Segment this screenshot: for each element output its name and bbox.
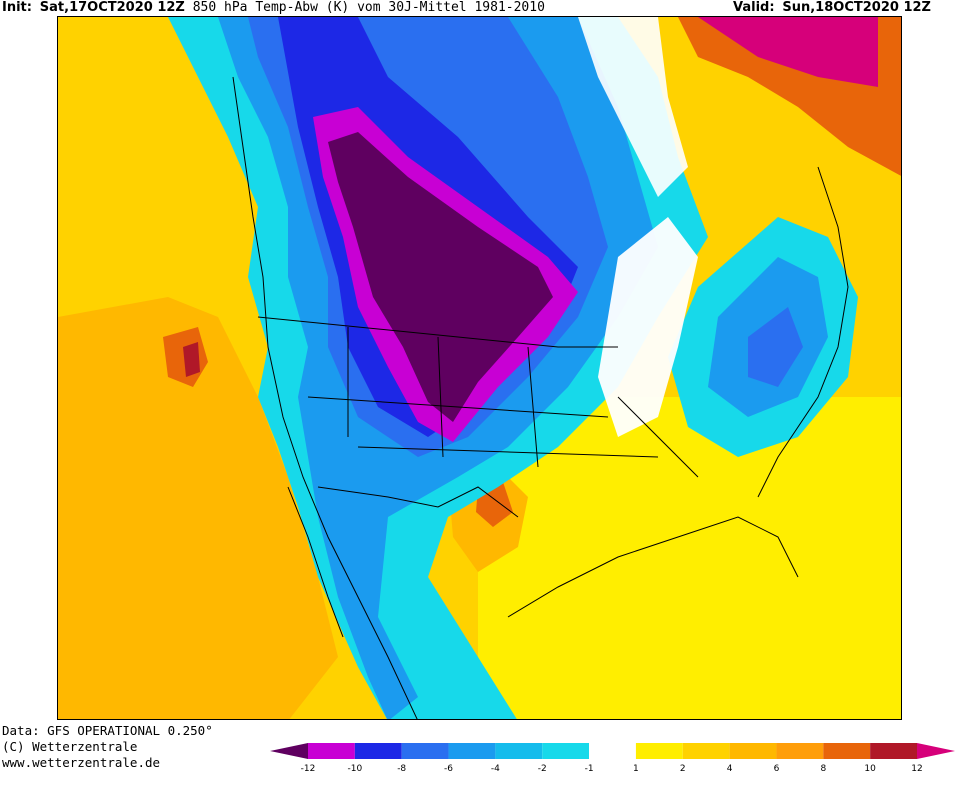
- scale-segment: [495, 743, 543, 759]
- boundary-lines: [232, 76, 849, 719]
- valid-timestamp: Valid: Sun,18OCT2020 12Z: [733, 0, 931, 16]
- scale-tick-label: -1: [585, 764, 594, 774]
- scale-tick-label: 6: [774, 764, 780, 774]
- scale-tick-label: 12: [911, 764, 922, 774]
- valid-value: Sun,18OCT2020 12Z: [782, 0, 931, 15]
- east-cold-core: [748, 307, 803, 387]
- northeast-core: [698, 17, 878, 87]
- scale-segment: [823, 743, 871, 759]
- us-canada-border: [257, 316, 618, 348]
- scale-tick-label: -8: [397, 764, 406, 774]
- neutral-band-north: [578, 17, 688, 197]
- init-timestamp: Init: Sat,17OCT2020 12Z 850 hPa Temp-Abw…: [2, 0, 545, 16]
- east-coastline: [757, 166, 849, 498]
- gulf-coastline: [507, 516, 799, 618]
- color-scale-legend: -12 -10 -8 -6 -4 -2 -1 1 2 4 6 8 10 12: [270, 743, 955, 774]
- scale-segment: [308, 743, 355, 759]
- state-line-5: [357, 446, 659, 458]
- map-canvas: [58, 17, 901, 719]
- scale-tick-label: -2: [538, 764, 547, 774]
- west-coastline: [232, 76, 418, 719]
- scale-segment: [448, 743, 496, 759]
- scale-segment-low-end: [270, 743, 308, 759]
- state-line-6: [617, 396, 699, 478]
- scale-tick-label: -12: [301, 764, 316, 774]
- scale-segment: [401, 743, 449, 759]
- copyright-text: (C) Wetterzentrale: [2, 739, 138, 754]
- scale-segment: [729, 743, 777, 759]
- scale-segment: [870, 743, 917, 759]
- baja-coastline: [287, 486, 344, 638]
- scale-segment: [542, 743, 590, 759]
- scale-tick-label: 8: [820, 764, 826, 774]
- scale-segment: [589, 743, 636, 759]
- scale-tick-label: 2: [680, 764, 686, 774]
- pacific-orange: [58, 297, 338, 719]
- scale-segment: [635, 743, 683, 759]
- scale-tick-label: 1: [633, 764, 639, 774]
- scale-segment: [682, 743, 730, 759]
- init-label: Init:: [2, 0, 32, 15]
- scale-tick-label: 4: [727, 764, 733, 774]
- state-line-2: [437, 336, 444, 458]
- scale-tick-label: 10: [864, 764, 876, 774]
- neutral-band-east: [598, 217, 698, 437]
- state-line-4: [307, 396, 609, 418]
- scale-segment-high-end: [917, 743, 955, 759]
- scale-tick-label: -4: [491, 764, 500, 774]
- website-link[interactable]: www.wetterzentrale.de: [2, 755, 161, 770]
- valid-label: Valid:: [733, 0, 775, 15]
- init-value: Sat,17OCT2020 12Z: [39, 0, 185, 15]
- state-line-3: [527, 346, 539, 468]
- scale-tick-label: -6: [444, 764, 453, 774]
- scale-tick-label: -10: [347, 764, 362, 774]
- us-mexico-border: [317, 486, 519, 518]
- purple-core: [328, 132, 553, 422]
- map-title: 850 hPa Temp-Abw (K) vom 30J-Mittel 1981…: [192, 0, 545, 15]
- anomaly-map: [57, 16, 902, 720]
- scale-segment: [354, 743, 402, 759]
- pacific-core: [183, 342, 200, 377]
- data-source: Data: GFS OPERATIONAL 0.250°: [2, 723, 213, 738]
- scale-segment: [776, 743, 824, 759]
